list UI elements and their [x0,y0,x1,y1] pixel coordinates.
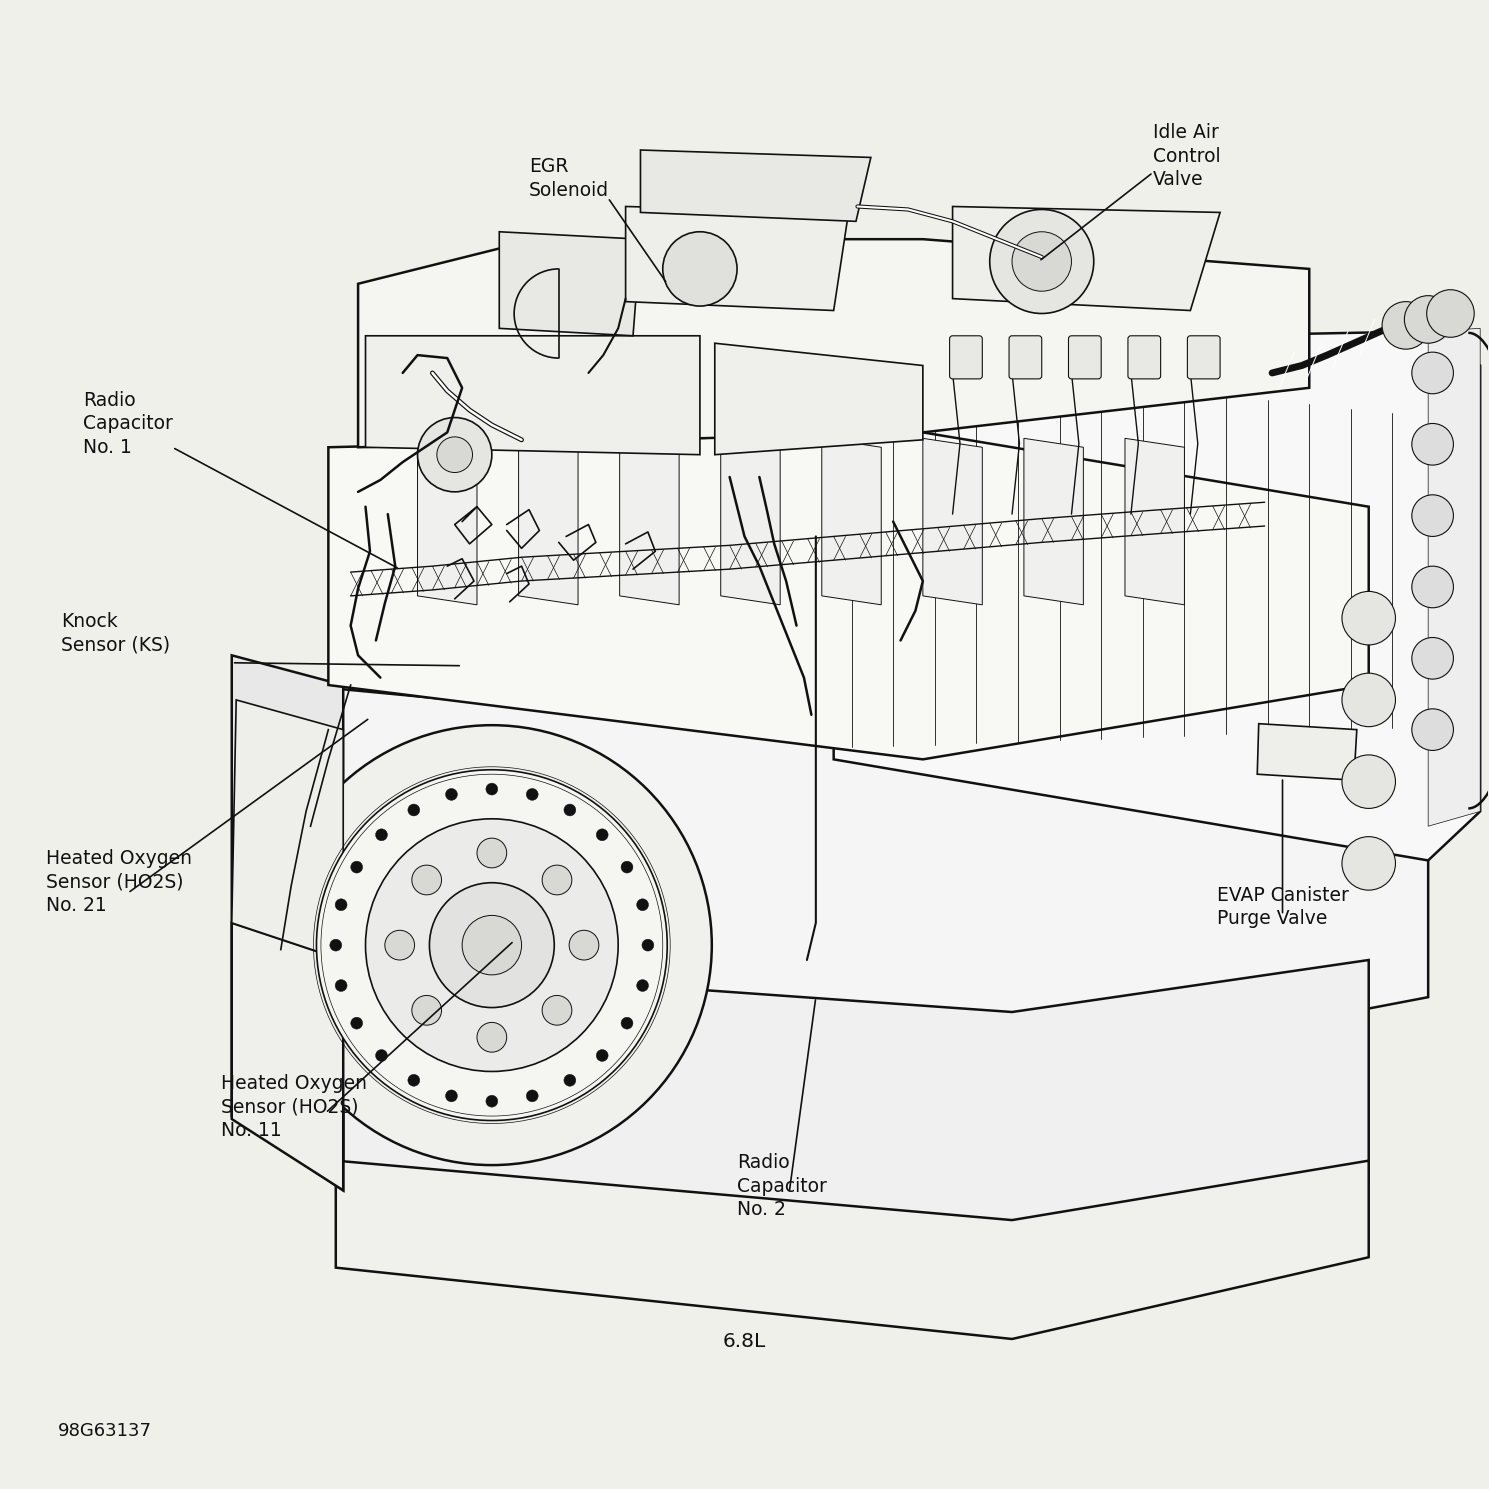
Circle shape [272,725,712,1164]
Polygon shape [715,344,923,454]
Circle shape [1412,566,1453,608]
Polygon shape [337,1160,1368,1339]
Polygon shape [1428,329,1480,826]
Circle shape [429,883,554,1008]
Circle shape [1412,351,1453,393]
Circle shape [637,980,649,992]
Circle shape [596,1050,608,1062]
Circle shape [542,996,572,1024]
Circle shape [462,916,521,975]
FancyBboxPatch shape [950,337,983,378]
Polygon shape [232,700,344,960]
Circle shape [436,436,472,472]
Polygon shape [417,438,476,605]
Circle shape [408,1075,420,1087]
Circle shape [331,940,342,951]
Text: Radio
Capacitor
No. 2: Radio Capacitor No. 2 [737,1152,826,1219]
Polygon shape [1024,438,1084,605]
Polygon shape [619,438,679,605]
Circle shape [1342,591,1395,645]
Circle shape [642,940,654,951]
Text: Idle Air
Control
Valve: Idle Air Control Valve [1152,124,1221,189]
Polygon shape [625,207,849,311]
Polygon shape [1126,438,1184,605]
Circle shape [1404,296,1452,344]
Polygon shape [344,960,1368,1267]
Circle shape [412,865,442,895]
Polygon shape [923,438,983,605]
Polygon shape [518,438,578,605]
Text: EVAP Canister
Purge Valve: EVAP Canister Purge Valve [1217,886,1349,928]
Text: EGR
Solenoid: EGR Solenoid [529,158,609,200]
Circle shape [412,996,442,1024]
Polygon shape [329,432,1368,759]
Polygon shape [1257,724,1356,780]
Circle shape [485,783,497,795]
Circle shape [526,789,538,801]
Circle shape [384,931,414,960]
Polygon shape [232,923,344,1190]
Circle shape [1342,837,1395,890]
Text: Knock
Sensor (KS): Knock Sensor (KS) [61,612,170,654]
Circle shape [351,861,363,873]
Circle shape [564,804,576,816]
Circle shape [445,1090,457,1102]
Circle shape [351,1017,363,1029]
Circle shape [1013,232,1072,292]
FancyBboxPatch shape [1129,337,1160,378]
Circle shape [1342,673,1395,727]
FancyBboxPatch shape [1187,337,1219,378]
Circle shape [1342,755,1395,809]
Circle shape [476,1023,506,1053]
Circle shape [375,1050,387,1062]
Circle shape [1412,494,1453,536]
Polygon shape [822,438,881,605]
Circle shape [569,931,599,960]
Circle shape [663,232,737,307]
Text: 6.8L: 6.8L [722,1333,767,1352]
Text: Radio
Capacitor
No. 1: Radio Capacitor No. 1 [83,390,173,457]
Polygon shape [953,207,1219,311]
Circle shape [1412,709,1453,750]
Circle shape [485,1096,497,1108]
Circle shape [417,417,491,491]
Polygon shape [499,232,640,337]
Circle shape [564,1075,576,1087]
Text: Heated Oxygen
Sensor (HO2S)
No. 21: Heated Oxygen Sensor (HO2S) No. 21 [46,849,192,914]
Circle shape [1426,290,1474,338]
Text: Heated Oxygen
Sensor (HO2S)
No. 11: Heated Oxygen Sensor (HO2S) No. 11 [222,1075,368,1141]
Polygon shape [299,685,1428,1094]
Circle shape [408,804,420,816]
Circle shape [317,770,667,1121]
Circle shape [637,899,649,911]
Polygon shape [640,150,871,222]
Circle shape [375,829,387,841]
Circle shape [621,1017,633,1029]
Circle shape [621,861,633,873]
FancyBboxPatch shape [1010,337,1042,378]
Circle shape [1382,302,1429,348]
Circle shape [1412,637,1453,679]
Circle shape [445,789,457,801]
Polygon shape [365,337,700,454]
Text: 98G63137: 98G63137 [58,1422,152,1440]
Polygon shape [357,240,1309,447]
Polygon shape [721,438,780,605]
Circle shape [476,838,506,868]
Circle shape [526,1090,538,1102]
Circle shape [1412,423,1453,465]
Circle shape [596,829,608,841]
Circle shape [335,899,347,911]
Circle shape [335,980,347,992]
Circle shape [990,210,1094,314]
FancyBboxPatch shape [1069,337,1102,378]
Circle shape [365,819,618,1072]
Circle shape [542,865,572,895]
Polygon shape [232,655,344,1190]
Polygon shape [834,332,1480,861]
